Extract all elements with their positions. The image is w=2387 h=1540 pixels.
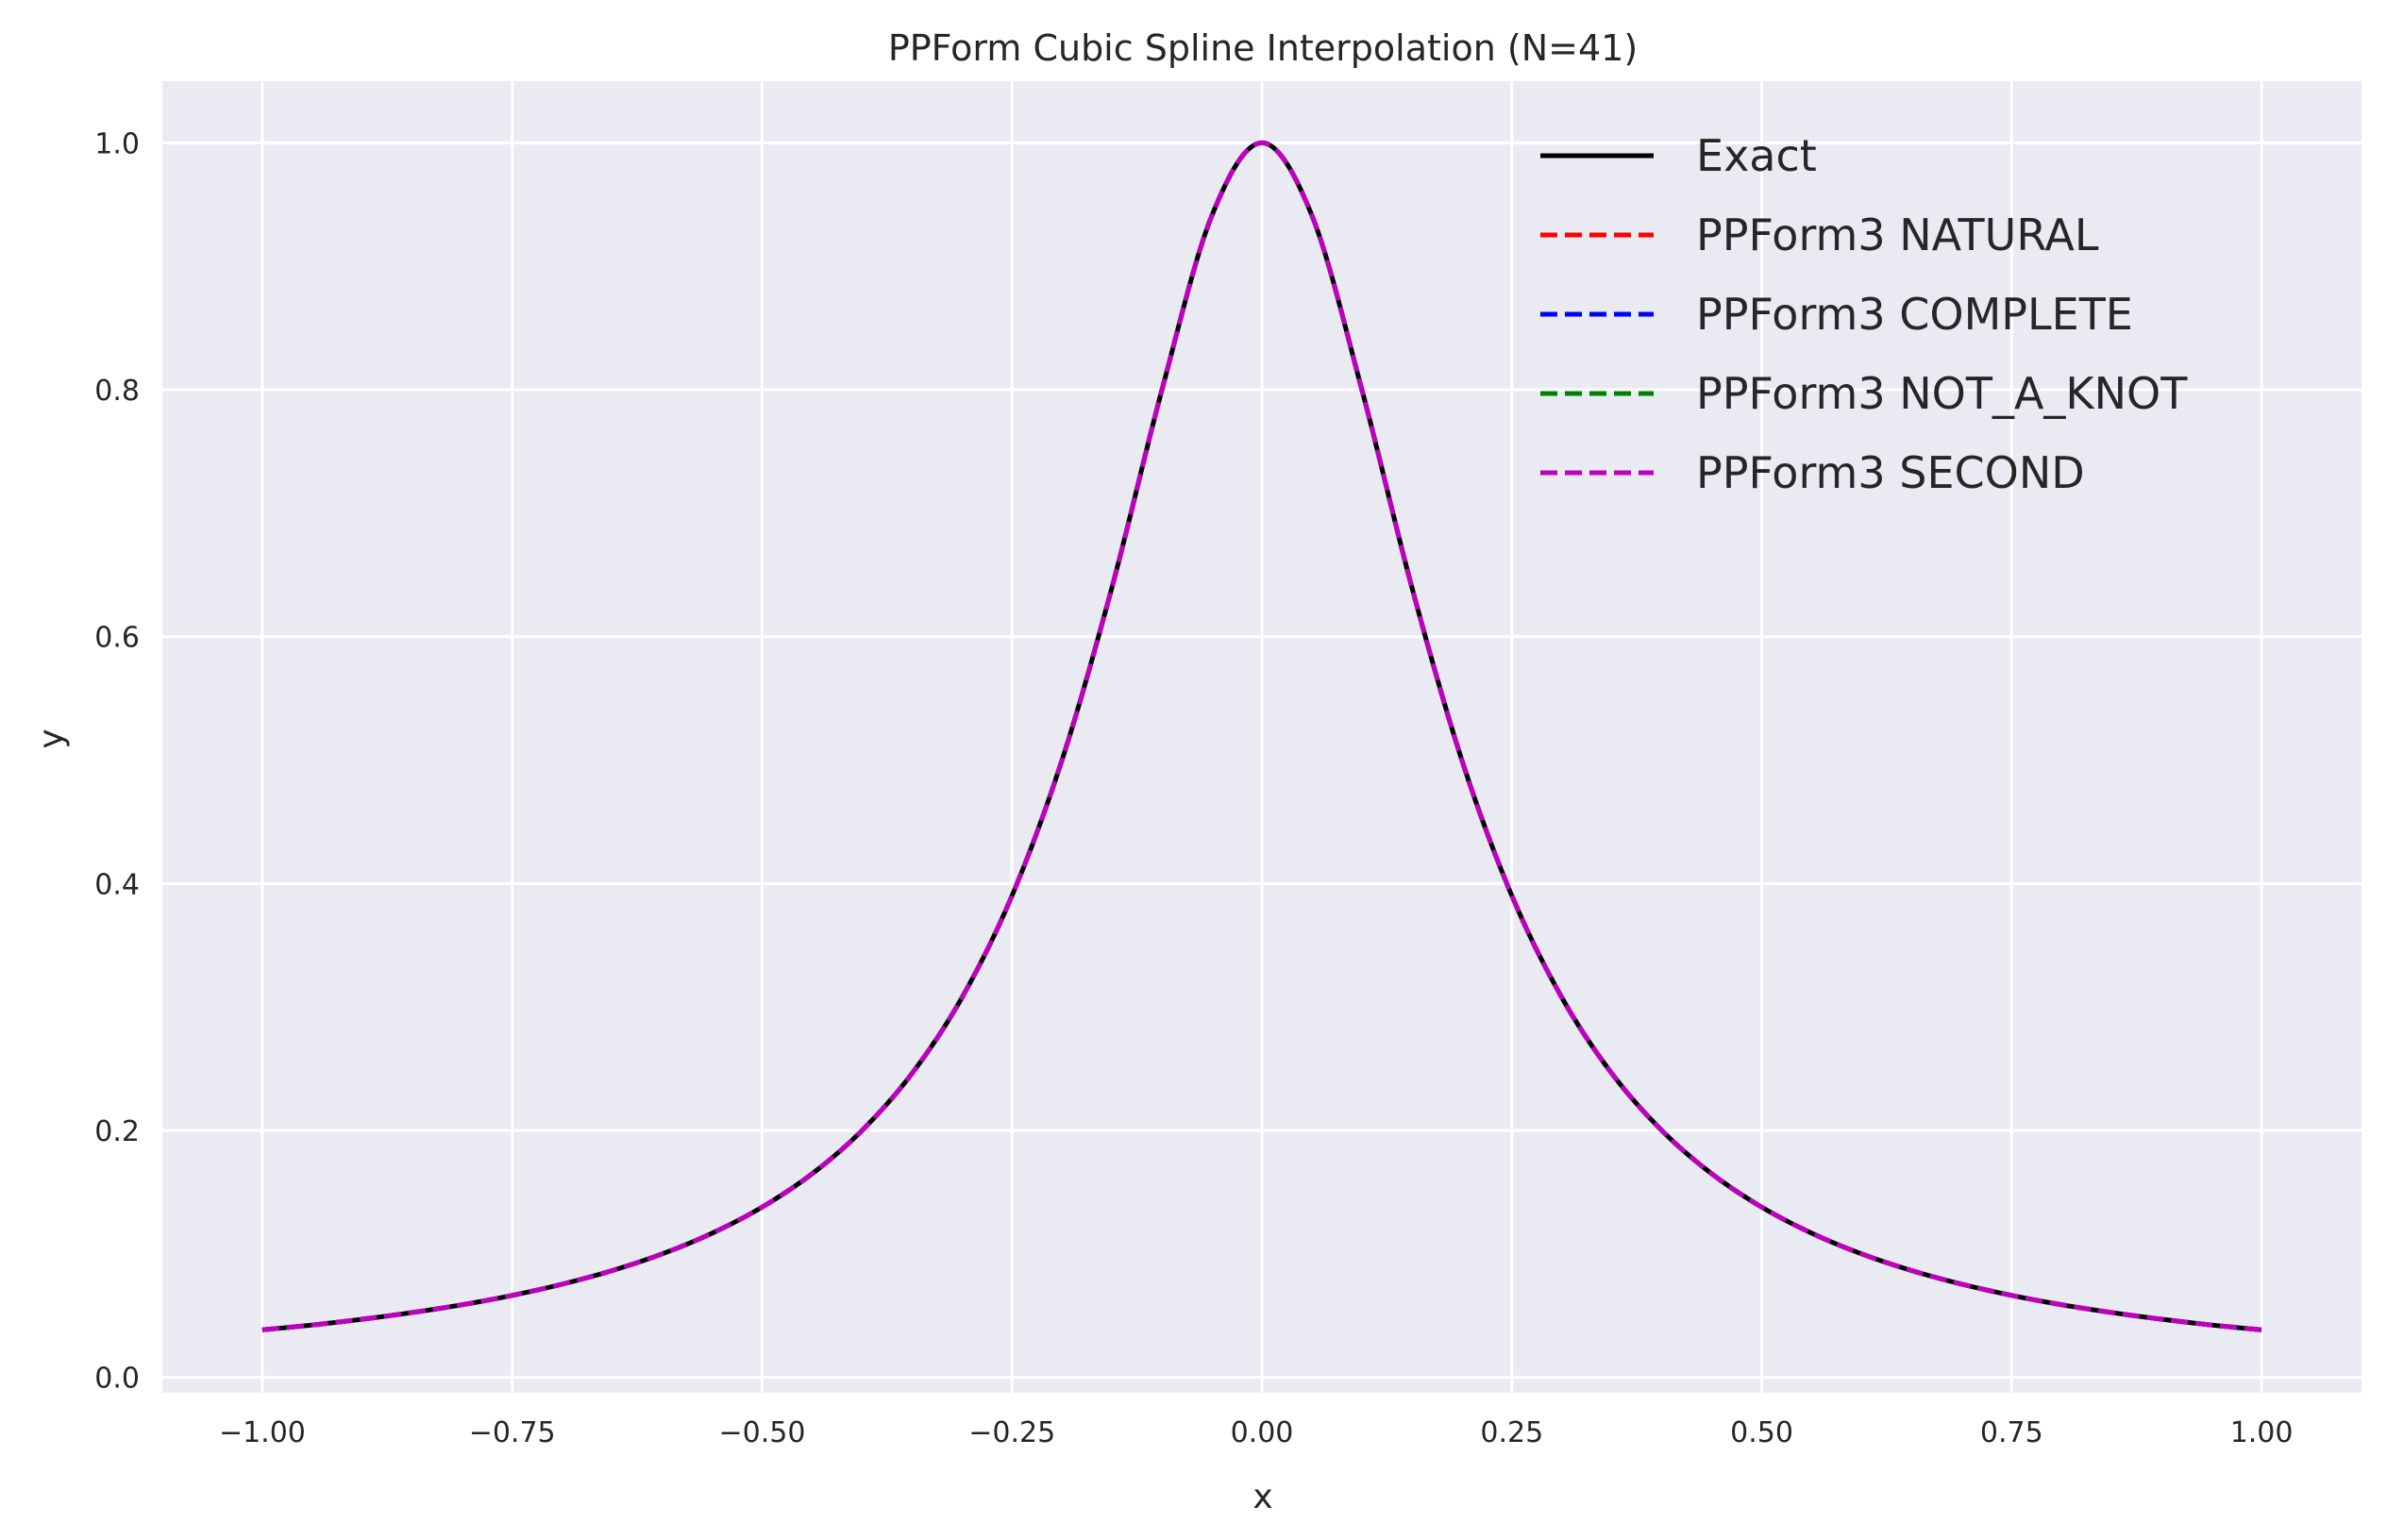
x-tick-label: −1.00 [219, 1416, 306, 1449]
x-tick-label: −0.75 [469, 1416, 556, 1449]
x-axis-label: x [1252, 1478, 1272, 1516]
x-tick-label: 0.75 [1980, 1416, 2043, 1449]
y-axis-label: y [32, 728, 71, 748]
legend-label-0: Exact [1696, 130, 1817, 181]
series-line-4 [261, 140, 2262, 1332]
x-tick-label: 0.25 [1480, 1416, 1543, 1449]
x-tick-label: −0.50 [718, 1416, 805, 1449]
legend-label-3: PPForm3 NOT_A_KNOT [1696, 368, 2188, 419]
y-axis-ticks: 0.0 0.2 0.4 0.6 0.8 1.0 [94, 127, 140, 1395]
y-tick-label: 1.0 [94, 127, 140, 160]
x-tick-label: 0.00 [1231, 1416, 1294, 1449]
series-lines [261, 140, 2262, 1332]
legend-label-1: PPForm3 NATURAL [1696, 209, 2099, 260]
y-tick-label: 0.6 [94, 622, 140, 655]
x-axis-ticks: −1.00 −0.75 −0.50 −0.25 0.00 0.25 0.50 0.75 1.00 [219, 1416, 2294, 1449]
x-tick-label: 0.50 [1730, 1416, 1793, 1449]
chart-title: PPForm Cubic Spline Interpolation (N=41) [888, 27, 1638, 69]
grid [162, 81, 2362, 1393]
legend-label-4: PPForm3 SECOND [1696, 447, 2085, 498]
legend: Exact PPForm3 NATURAL PPForm3 COMPLETE PPFo… [1540, 130, 2188, 498]
legend-label-2: PPForm3 COMPLETE [1696, 289, 2133, 340]
y-tick-label: 0.0 [94, 1363, 140, 1396]
x-tick-label: −0.25 [968, 1416, 1055, 1449]
y-tick-label: 0.4 [94, 868, 140, 901]
y-tick-label: 0.8 [94, 375, 140, 408]
x-tick-label: 1.00 [2230, 1416, 2294, 1449]
y-tick-label: 0.2 [94, 1115, 140, 1148]
